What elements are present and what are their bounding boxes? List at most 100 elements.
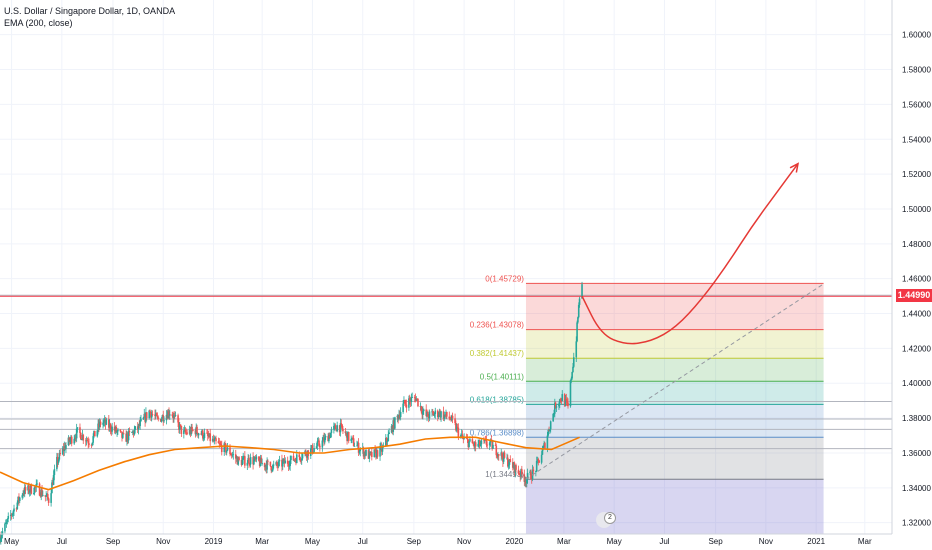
candle-body (558, 403, 560, 407)
candle-body (381, 447, 384, 452)
candle-body (154, 414, 156, 417)
candle-body (437, 415, 440, 417)
candle-body (277, 461, 280, 467)
candle-body (68, 437, 71, 442)
candle-body (80, 439, 83, 441)
candle-body (69, 440, 71, 442)
candle-body (267, 460, 269, 462)
candle-body (87, 440, 90, 444)
price-axis[interactable]: 1.32000 1.34000 1.36000 1.38000 1.40000 1.420… (891, 0, 931, 534)
candle-body (57, 459, 60, 463)
candle-body (560, 400, 563, 402)
candle-body (121, 431, 123, 438)
candle-body (313, 448, 315, 452)
candle-body (288, 466, 291, 467)
candle-body (12, 511, 14, 515)
candle-body (6, 518, 9, 522)
forecast-drawings[interactable] (525, 162, 824, 480)
candle-body (73, 438, 75, 444)
candle-body (103, 419, 106, 422)
candle-body (373, 449, 376, 457)
candle-body (36, 483, 38, 485)
candle-body (84, 440, 87, 442)
candle-body (508, 459, 511, 465)
candle-body (428, 411, 431, 419)
candle-body (479, 440, 481, 447)
candle-body (566, 400, 568, 403)
candle-body (156, 415, 159, 418)
time-tick-label: Sep (106, 537, 121, 546)
candle-body (202, 438, 205, 439)
ema-200-series (0, 436, 580, 491)
candle-body (345, 432, 348, 434)
candle-body (371, 452, 373, 457)
candle-body (202, 430, 204, 439)
time-axis[interactable]: May Jul Sep Nov 2019 Mar May Jul Sep Nov 2020 Mar Ma… (0, 533, 892, 546)
candle-body (369, 451, 371, 453)
candle-body (281, 461, 284, 467)
fibonacci-retracement[interactable]: 0(1.45729) 0.236(1.43078) 0.382(1.41437) 0.… (470, 274, 824, 534)
candle-body (264, 465, 267, 468)
candle-body (460, 434, 463, 436)
candle-body (159, 418, 162, 422)
candle-body (272, 465, 274, 471)
candle-body (581, 284, 583, 299)
time-tick-label: Nov (156, 537, 170, 546)
candle-body (4, 523, 6, 532)
candle-body (329, 433, 332, 438)
candle-body (92, 436, 94, 443)
candle-body (432, 412, 435, 416)
candle-body (549, 429, 551, 431)
candle-body (323, 437, 325, 443)
candle-body (155, 413, 158, 416)
candle-body (328, 435, 330, 442)
idea-count-badge[interactable]: 2 (604, 512, 616, 524)
candle-body (434, 410, 437, 415)
candle-body (554, 402, 556, 414)
candle-body (246, 462, 249, 466)
candle-body (143, 413, 146, 418)
time-tick-label: 2020 (506, 537, 524, 546)
candle-body (155, 413, 157, 417)
candle-body (468, 441, 470, 448)
candle-body (456, 426, 459, 428)
candle-body (570, 378, 573, 381)
candle-body (500, 452, 503, 456)
candle-body (322, 437, 324, 441)
candle-body (351, 437, 353, 439)
candle-body (191, 426, 193, 431)
candle-body (30, 485, 33, 494)
candle-body (44, 495, 47, 497)
candle-body (22, 493, 24, 496)
indicator-legend[interactable]: EMA (200, close) (4, 18, 73, 28)
candle-body (529, 471, 531, 474)
candle-body (39, 495, 42, 497)
candle-body (501, 452, 503, 458)
candle-body (265, 465, 268, 470)
candle-body (125, 433, 127, 442)
candle-body (538, 460, 540, 463)
candle-body (295, 454, 298, 464)
candle-body (190, 426, 193, 435)
horizontal-levels[interactable] (0, 294, 892, 450)
fib-zone (525, 358, 824, 382)
candle-body (292, 455, 295, 461)
time-tick-label: Sep (708, 537, 723, 546)
candle-body (93, 430, 95, 437)
candle-body (474, 442, 476, 447)
candle-body (215, 438, 217, 442)
candle-body (52, 475, 55, 485)
candle-body (140, 419, 142, 421)
candle-body (122, 433, 125, 435)
candle-body (496, 455, 498, 457)
candle-body (572, 366, 574, 373)
candle-body (173, 415, 176, 417)
candle-body (548, 430, 550, 431)
candle-body (188, 429, 191, 434)
candle-body (379, 446, 381, 457)
candle-body (339, 423, 342, 433)
candle-body (577, 317, 579, 323)
candle-body (53, 469, 56, 476)
candle-body (76, 427, 79, 429)
